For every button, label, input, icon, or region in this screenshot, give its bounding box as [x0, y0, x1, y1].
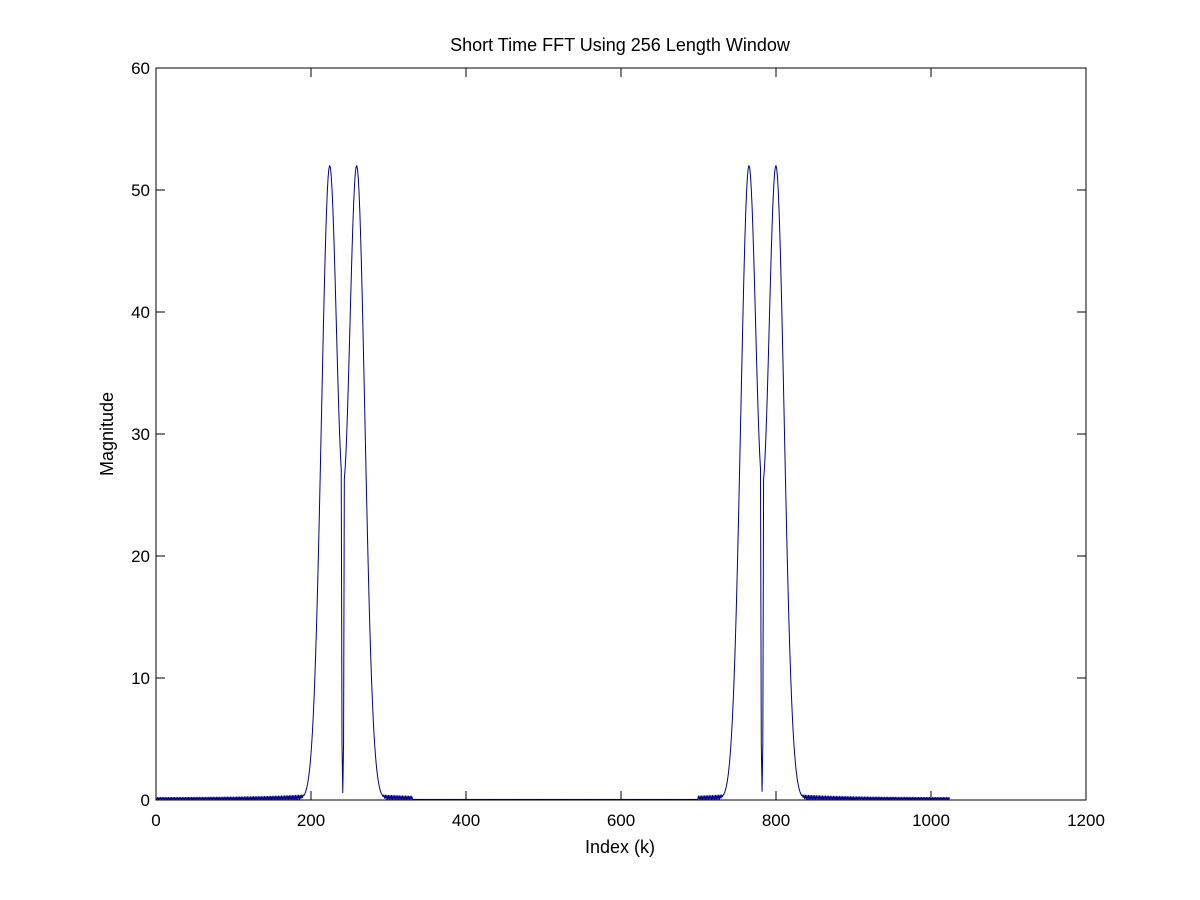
x-tick-label: 1000 [912, 811, 950, 830]
tick-labels-layer: 0 200 400 600 800 1000 1200 0 10 20 30 40 50 60 [131, 59, 1105, 830]
y-tick-label: 0 [141, 791, 150, 810]
y-tick-label: 60 [131, 59, 150, 78]
y-tick-label: 30 [131, 425, 150, 444]
x-tick-label: 200 [297, 811, 325, 830]
y-axis-title: Magnitude [97, 392, 117, 476]
y-tick-label: 40 [131, 303, 150, 322]
x-tick-label: 800 [762, 811, 790, 830]
axes-box [155, 67, 1087, 801]
x-tick-label: 400 [452, 811, 480, 830]
data-layer [156, 165, 951, 801]
spectrum-line [156, 165, 951, 801]
y-tick-label: 20 [131, 547, 150, 566]
x-tick-label: 1200 [1067, 811, 1105, 830]
y-tick-label: 10 [131, 669, 150, 688]
y-tick-label: 50 [131, 181, 150, 200]
x-axis-title: Index (k) [585, 837, 655, 857]
x-tick-label: 600 [607, 811, 635, 830]
x-tick-label: 0 [151, 811, 160, 830]
plot-area [156, 68, 1086, 800]
chart-title: Short Time FFT Using 256 Length Window [450, 35, 791, 55]
